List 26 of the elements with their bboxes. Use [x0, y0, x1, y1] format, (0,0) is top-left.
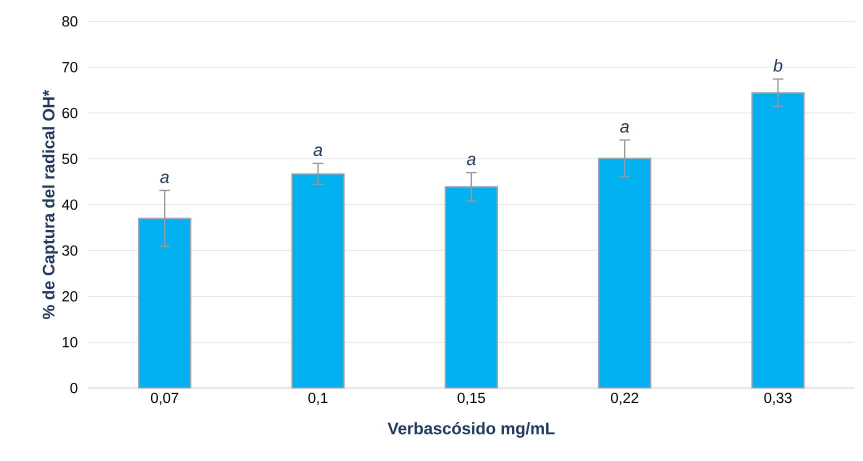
- y-tick-label: 40: [62, 199, 78, 210]
- bar: [444, 186, 498, 389]
- x-tick-label: 0,33: [764, 392, 792, 405]
- y-tick-label: 70: [62, 62, 78, 72]
- annotation: b: [773, 58, 782, 72]
- x-tick-label: 0,15: [458, 392, 485, 405]
- annotation: a: [620, 123, 629, 133]
- y-tick-label: 60: [62, 108, 78, 118]
- y-tick-label: 80: [62, 16, 78, 27]
- x-tick-label: 0,22: [610, 392, 638, 405]
- annotation: a: [314, 146, 322, 156]
- y-tick-label: 30: [62, 245, 78, 256]
- y-axis-title: % de Captura del radical OH*: [42, 90, 58, 320]
- y-tick-label: 20: [62, 291, 78, 302]
- annotation: a: [466, 156, 476, 166]
- annotation: a: [160, 174, 169, 184]
- bar: [598, 158, 652, 389]
- x-tick-label: 0,07: [150, 392, 178, 405]
- x-tick-label: 0,1: [308, 392, 328, 405]
- y-tick-label: 0: [70, 382, 78, 394]
- bar: [138, 218, 192, 389]
- y-tick-label: 50: [62, 154, 78, 164]
- bar: [291, 173, 345, 389]
- bar: [751, 92, 805, 389]
- x-axis-title: Verbascósido mg/mL: [388, 422, 555, 438]
- y-tick-label: 10: [62, 336, 78, 348]
